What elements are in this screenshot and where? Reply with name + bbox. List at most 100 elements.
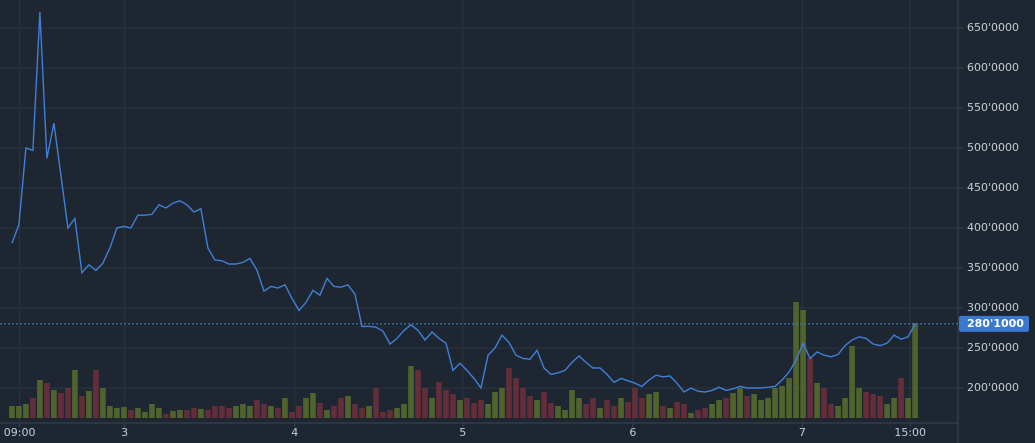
volume-bar	[891, 398, 897, 418]
volume-bar	[583, 404, 589, 418]
last-price-badge	[959, 315, 1029, 332]
volume-bar	[275, 408, 281, 418]
volume-bar	[184, 410, 190, 418]
volume-bar	[401, 404, 407, 418]
volume-bar	[695, 410, 701, 418]
volume-bar	[492, 392, 498, 418]
volume-bar	[142, 412, 148, 418]
volume-bar	[653, 392, 659, 418]
volume-bar	[513, 378, 519, 418]
last-price-label: 280'1000	[967, 317, 1024, 330]
volume-bar	[352, 404, 358, 418]
volume-bar	[9, 406, 15, 418]
volume-bar	[716, 400, 722, 418]
volume-bar	[443, 390, 449, 418]
volume-bar	[289, 412, 295, 418]
volume-bar	[772, 388, 778, 418]
volume-bar	[667, 408, 673, 418]
volume-bar	[877, 396, 883, 418]
x-tick-label: 6	[629, 426, 636, 439]
volume-bar	[121, 407, 127, 418]
volume-bar	[478, 400, 484, 418]
volume-bar	[674, 402, 680, 418]
volume-bar	[212, 406, 218, 418]
volume-bar	[534, 400, 540, 418]
volume-bar	[170, 411, 176, 418]
volume-bar	[814, 383, 820, 418]
volume-bar	[898, 378, 904, 418]
y-tick-label: 400'0000	[967, 221, 1019, 234]
volume-bar	[44, 383, 50, 418]
volume-bar	[555, 406, 561, 418]
volume-bar	[632, 388, 638, 418]
volume-bar	[576, 398, 582, 418]
y-tick-label: 200'0000	[967, 381, 1019, 394]
volume-bar	[765, 398, 771, 418]
volume-bar	[338, 398, 344, 418]
volume-bar	[821, 388, 827, 418]
volume-bar	[205, 410, 211, 418]
volume-bar	[233, 406, 239, 418]
volume-bar	[744, 396, 750, 418]
volume-bar	[506, 368, 512, 418]
volume-bar	[415, 370, 421, 418]
x-tick-label: 3	[121, 426, 128, 439]
volume-bar	[219, 406, 225, 418]
volume-bar	[58, 393, 64, 418]
y-tick-label: 450'0000	[967, 181, 1019, 194]
volume-bar	[261, 404, 267, 418]
volume-bar	[387, 410, 393, 418]
volume-bar	[751, 394, 757, 418]
volume-bar	[562, 410, 568, 418]
volume-bar	[23, 404, 29, 418]
volume-bar	[436, 382, 442, 418]
volume-bar	[604, 400, 610, 418]
volume-bar	[527, 396, 533, 418]
y-tick-label: 650'0000	[967, 21, 1019, 34]
volume-bar	[268, 406, 274, 418]
volume-bar	[135, 408, 141, 418]
volume-bar	[485, 404, 491, 418]
y-tick-label: 250'0000	[967, 341, 1019, 354]
x-tick-label: 09:00	[4, 426, 36, 439]
volume-bar	[737, 388, 743, 418]
volume-bar	[37, 380, 43, 418]
volume-bar	[639, 398, 645, 418]
volume-bar	[723, 398, 729, 418]
volume-bar	[226, 408, 232, 418]
volume-bar	[849, 346, 855, 418]
y-tick-label: 350'0000	[967, 261, 1019, 274]
volume-bar	[597, 408, 603, 418]
volume-bar	[191, 408, 197, 418]
volume-bar	[618, 398, 624, 418]
volume-bar	[366, 406, 372, 418]
volume-bar	[282, 398, 288, 418]
volume-bar	[842, 398, 848, 418]
volume-bar	[156, 408, 162, 418]
volume-bar	[569, 390, 575, 418]
volume-bar	[331, 406, 337, 418]
y-tick-label: 300'0000	[967, 301, 1019, 314]
x-tick-label: 15:00	[894, 426, 926, 439]
volume-bar	[394, 408, 400, 418]
volume-bar	[471, 403, 477, 418]
volume-bar	[359, 408, 365, 418]
volume-bar	[296, 406, 302, 418]
volume-bar	[709, 404, 715, 418]
volume-bar	[660, 406, 666, 418]
volume-bar	[779, 386, 785, 418]
volume-bar	[408, 366, 414, 418]
volume-bar	[373, 388, 379, 418]
volume-bar	[912, 323, 918, 418]
volume-bar	[177, 410, 183, 418]
x-tick-label: 7	[799, 426, 806, 439]
volume-bar	[72, 370, 78, 418]
volume-bar	[86, 391, 92, 418]
volume-bar	[457, 400, 463, 418]
volume-bar	[93, 370, 99, 418]
volume-bar	[646, 394, 652, 418]
volume-bar	[114, 408, 120, 418]
